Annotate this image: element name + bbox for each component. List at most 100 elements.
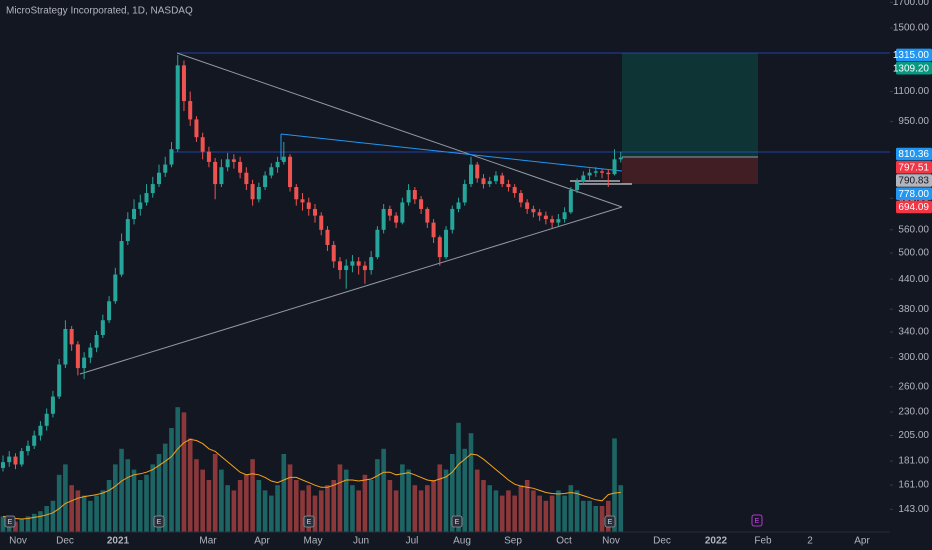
candle-body [537, 212, 542, 216]
candle-body [437, 237, 442, 258]
candle-body [612, 159, 617, 175]
volume-bar [449, 454, 455, 532]
x-tick-label: Oct [556, 536, 572, 547]
volume-bar [281, 454, 287, 532]
price-tag-label: 1309.20 [893, 63, 930, 74]
earnings-marker [4, 515, 16, 528]
price-tag [896, 187, 932, 201]
y-tick-label: 340.00 [898, 327, 929, 338]
volume-bar [181, 412, 187, 532]
candle-body [200, 137, 205, 152]
candle-body [213, 161, 218, 185]
volume-bar [156, 454, 162, 532]
candle-body [506, 184, 511, 188]
candle-body [344, 265, 349, 271]
candle-body [169, 149, 174, 165]
candle-body [269, 167, 274, 176]
volume-bar [44, 506, 49, 532]
candle-body [119, 241, 124, 275]
y-tick-label: 950.00 [898, 116, 929, 127]
candle-body [412, 190, 417, 200]
volume-bar [262, 490, 268, 532]
stop-zone [622, 157, 758, 184]
price-tag-label: 797.51 [898, 162, 929, 173]
candle-body [531, 208, 536, 213]
price-tag [896, 161, 932, 174]
volume-bar [13, 521, 18, 532]
volume-bar [293, 480, 299, 532]
volume-bar [219, 469, 224, 532]
volume-bar [506, 490, 511, 532]
candle-body [469, 164, 473, 185]
price-tag [896, 174, 932, 187]
candle-body [19, 451, 24, 465]
volume-bar [368, 480, 374, 532]
y-tick-label: 380.00 [898, 304, 929, 315]
candle-body [387, 208, 392, 216]
volume-bar [88, 500, 93, 532]
price-tag-label: 790.83 [898, 176, 929, 187]
earnings-marker [451, 515, 463, 528]
candle-body [381, 208, 386, 230]
candle-body [550, 219, 555, 223]
candle-body [618, 157, 623, 160]
volume-bar [425, 485, 430, 532]
candle-body [32, 435, 37, 446]
volume-bar [331, 480, 337, 532]
y-tick-label: 1100.00 [894, 86, 930, 97]
earnings-marker [604, 515, 616, 528]
volume-bar [300, 490, 305, 532]
candle-body [188, 101, 193, 120]
volume-bar [194, 459, 199, 532]
candle-body [157, 172, 161, 185]
candle-body [132, 208, 137, 220]
volume-bar [144, 474, 149, 532]
candle-body [7, 456, 12, 463]
y-tick-label: 161.00 [898, 480, 929, 491]
candle-body [475, 164, 480, 179]
x-tick-label: Dec [653, 536, 671, 547]
volume-bar [113, 464, 118, 532]
candle-body [331, 244, 336, 262]
volume-bar [343, 469, 349, 532]
earnings-label: E [157, 519, 162, 526]
volume-bar [94, 495, 99, 532]
volume-bar [212, 454, 218, 532]
volume-bar [306, 485, 312, 532]
candle-body [337, 261, 342, 271]
volume-bar [269, 495, 274, 532]
y-tick-label: 500.00 [898, 248, 929, 259]
volume-bar [574, 490, 580, 532]
earnings-label: E [8, 519, 13, 526]
volume-bar [131, 469, 137, 532]
volume-bar [549, 495, 555, 532]
x-tick-label: Aug [453, 536, 471, 547]
candle-body [194, 119, 199, 138]
volume-bar [599, 506, 605, 532]
volume-ma-line [2, 438, 621, 520]
candle-body [100, 320, 105, 335]
candle-body [431, 222, 436, 238]
candle-body [419, 199, 424, 209]
volume-bar [175, 407, 181, 532]
volume-bar [350, 485, 355, 532]
candle-body [231, 159, 236, 162]
price-tag-label: 694.09 [898, 202, 929, 213]
volume-bar [556, 490, 561, 532]
price-tag [896, 48, 932, 62]
candle-body [500, 175, 505, 185]
volume-bar [231, 490, 237, 532]
candle-body [375, 229, 380, 258]
volume-bar [19, 519, 25, 532]
candle-body [306, 202, 311, 209]
candle-body [444, 229, 449, 258]
candle-body [600, 171, 605, 173]
candle-body [281, 156, 286, 162]
y-tick-label: 260.00 [898, 382, 929, 393]
volume-bar [200, 469, 205, 532]
volume-bar [375, 459, 380, 532]
x-tick-label: 2022 [705, 536, 728, 547]
volume-bar [137, 480, 143, 532]
candle-body [144, 193, 149, 203]
price-tag-label: 778.00 [898, 189, 929, 200]
